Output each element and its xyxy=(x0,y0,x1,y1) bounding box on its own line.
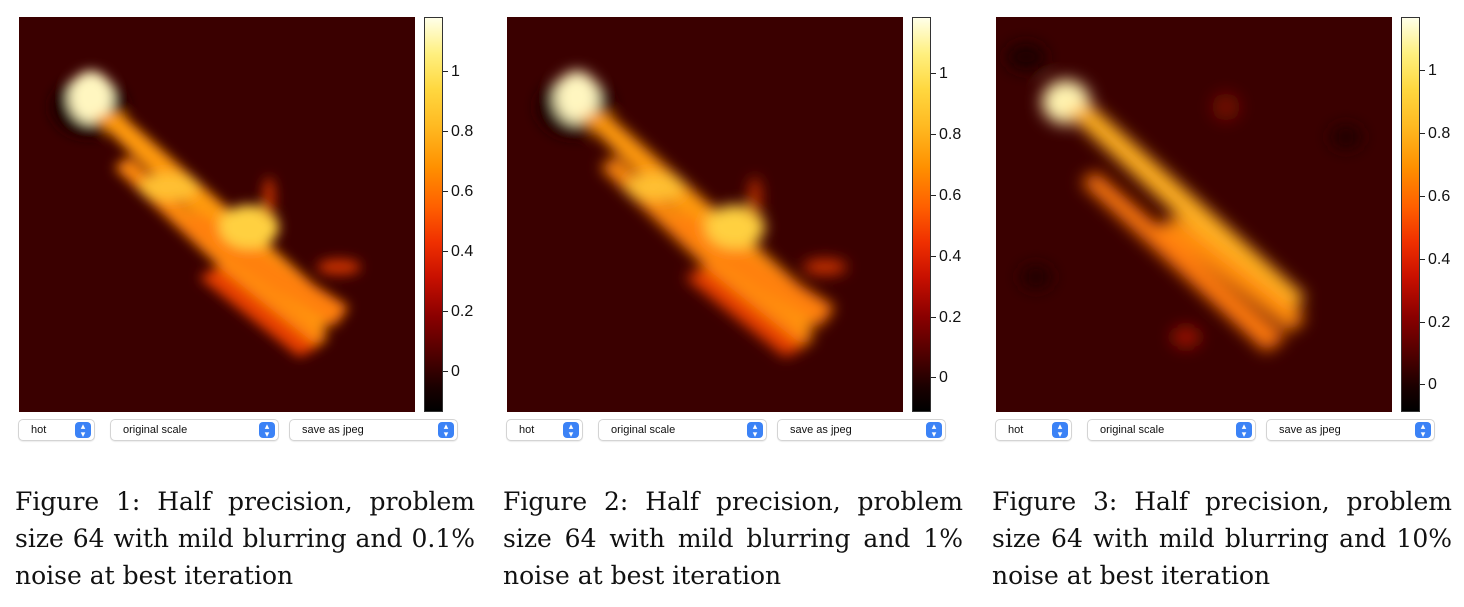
colorbar-tick: 1 xyxy=(1420,61,1460,81)
chevron-updown-icon: ▴ ▾ xyxy=(1415,422,1431,439)
colormap-value: hot xyxy=(519,424,535,436)
chevron-updown-icon: ▴ ▾ xyxy=(926,422,942,439)
colorbar-tick: 0 xyxy=(1420,375,1460,395)
save-value: save as jpeg xyxy=(1279,424,1341,436)
colorbar-tick: 0.6 xyxy=(1420,187,1460,207)
save-value: save as jpeg xyxy=(790,424,852,436)
chevron-updown-icon: ▴ ▾ xyxy=(1052,422,1068,439)
scale-value: original scale xyxy=(123,424,188,436)
figure-panel-3: 1 0.8 0.6 0.4 0.2 0 hot ▴ ▾ original scal… xyxy=(977,0,1457,607)
scale-select[interactable]: original scale ▴ ▾ xyxy=(110,419,279,441)
colorbar-tick: 0.4 xyxy=(443,242,483,262)
colorbar-tick: 0.8 xyxy=(443,122,483,142)
colorbar-tick: 0 xyxy=(443,362,483,382)
chevron-updown-icon: ▴ ▾ xyxy=(1236,422,1252,439)
figure-caption: Figure 1: Half precision, problem size 6… xyxy=(15,487,475,590)
figure-panel-2: 1 0.8 0.6 0.4 0.2 0 hot ▴ ▾ original scal… xyxy=(488,0,968,607)
colormap-select[interactable]: hot ▴ ▾ xyxy=(18,419,95,441)
chevron-updown-icon: ▴ ▾ xyxy=(438,422,454,439)
reconstruction-image xyxy=(996,17,1392,412)
colorbar-tick: 0.2 xyxy=(931,308,971,328)
reconstruction-image xyxy=(507,17,903,412)
colorbar-tick: 0 xyxy=(931,368,971,388)
colormap-value: hot xyxy=(31,424,47,436)
colorbar xyxy=(1401,17,1420,412)
chevron-updown-icon: ▴ ▾ xyxy=(563,422,579,439)
colorbar xyxy=(424,17,443,412)
colorbar-tick: 0.4 xyxy=(931,247,971,267)
scale-select[interactable]: original scale ▴ ▾ xyxy=(1087,419,1256,441)
scale-value: original scale xyxy=(611,424,676,436)
save-value: save as jpeg xyxy=(302,424,364,436)
figure-caption: Figure 3: Half precision, problem size 6… xyxy=(992,487,1452,590)
colorbar-tick: 0.4 xyxy=(1420,250,1460,270)
colorbar-tick: 0.6 xyxy=(443,182,483,202)
colormap-value: hot xyxy=(1008,424,1024,436)
colorbar-tick: 1 xyxy=(931,64,971,84)
chevron-updown-icon: ▴ ▾ xyxy=(747,422,763,439)
colorbar-tick: 0.2 xyxy=(1420,313,1460,333)
figure-caption: Figure 2: Half precision, problem size 6… xyxy=(503,487,963,590)
save-select[interactable]: save as jpeg ▴ ▾ xyxy=(777,419,946,441)
scale-value: original scale xyxy=(1100,424,1165,436)
scale-select[interactable]: original scale ▴ ▾ xyxy=(598,419,767,441)
figure-panel-1: 1 0.8 0.6 0.4 0.2 0 hot ▴ ▾ original scal… xyxy=(0,0,480,607)
colorbar-tick: 1 xyxy=(443,62,483,82)
colorbar-tick: 0.8 xyxy=(931,125,971,145)
colorbar-tick: 0.6 xyxy=(931,186,971,206)
reconstruction-image xyxy=(19,17,415,412)
colorbar xyxy=(912,17,931,412)
colormap-select[interactable]: hot ▴ ▾ xyxy=(506,419,583,441)
chevron-updown-icon: ▴ ▾ xyxy=(259,422,275,439)
colorbar-tick: 0.2 xyxy=(443,302,483,322)
chevron-updown-icon: ▴ ▾ xyxy=(75,422,91,439)
save-select[interactable]: save as jpeg ▴ ▾ xyxy=(289,419,458,441)
save-select[interactable]: save as jpeg ▴ ▾ xyxy=(1266,419,1435,441)
colorbar-tick: 0.8 xyxy=(1420,124,1460,144)
colormap-select[interactable]: hot ▴ ▾ xyxy=(995,419,1072,441)
